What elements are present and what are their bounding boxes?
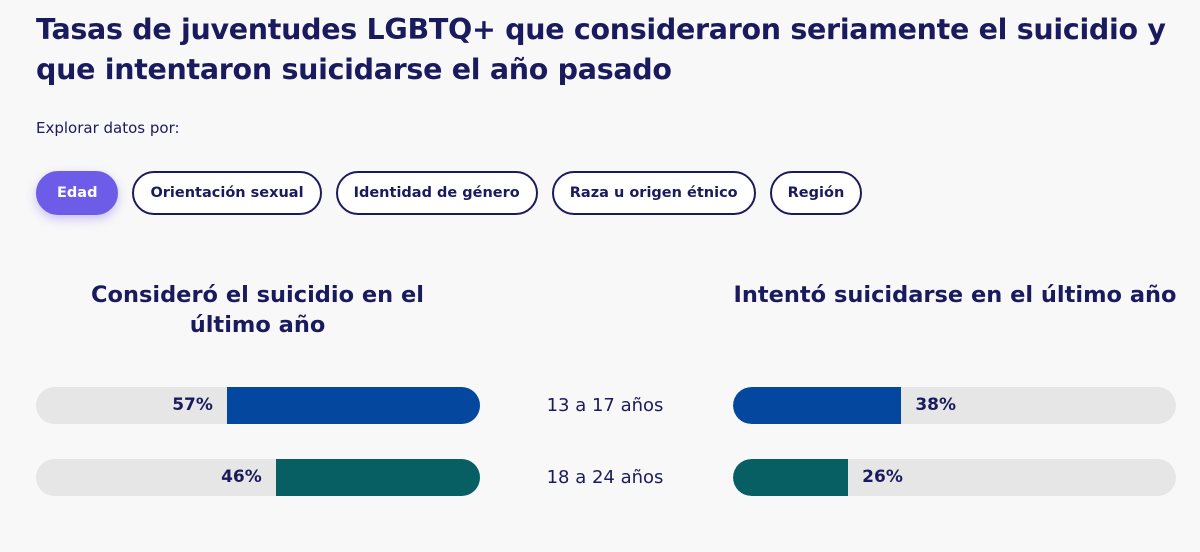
considered-bar: [275, 459, 480, 496]
category-label: 18 a 24 años: [546, 467, 664, 488]
attempted-bar: [733, 459, 849, 496]
explore-label: Explorar datos por:: [36, 119, 180, 137]
attempted-bar-track: 26%: [733, 459, 1176, 496]
considered-value-label: 46%: [221, 467, 262, 487]
attempted-bar-track: 38%: [733, 387, 1176, 424]
filter-button-2[interactable]: Identidad de género: [335, 171, 538, 215]
attempted-value-label: 26%: [862, 467, 903, 487]
category-label: 13 a 17 años: [546, 395, 664, 416]
right-chart-heading: Intentó suicidarse en el último año: [733, 282, 1177, 308]
attempted-bar: [733, 387, 902, 424]
filter-button-3[interactable]: Raza u origen étnico: [551, 171, 756, 215]
considered-bar: [226, 387, 480, 424]
filter-group: Edad Orientación sexual Identidad de géner…: [36, 171, 863, 215]
attempted-value-label: 38%: [915, 395, 957, 415]
considered-bar-track: 57%: [36, 387, 480, 424]
page-title: Tasas de juventudes LGBTQ+ que considera…: [36, 13, 1166, 86]
filter-button-1[interactable]: Orientación sexual: [132, 171, 322, 215]
filter-button-0[interactable]: Edad: [36, 171, 119, 215]
left-chart-heading: Consideró el suicidio en el último año: [90, 282, 425, 338]
considered-bar-track: 46%: [36, 459, 480, 496]
considered-value-label: 57%: [172, 395, 213, 415]
filter-button-4[interactable]: Región: [769, 171, 863, 215]
